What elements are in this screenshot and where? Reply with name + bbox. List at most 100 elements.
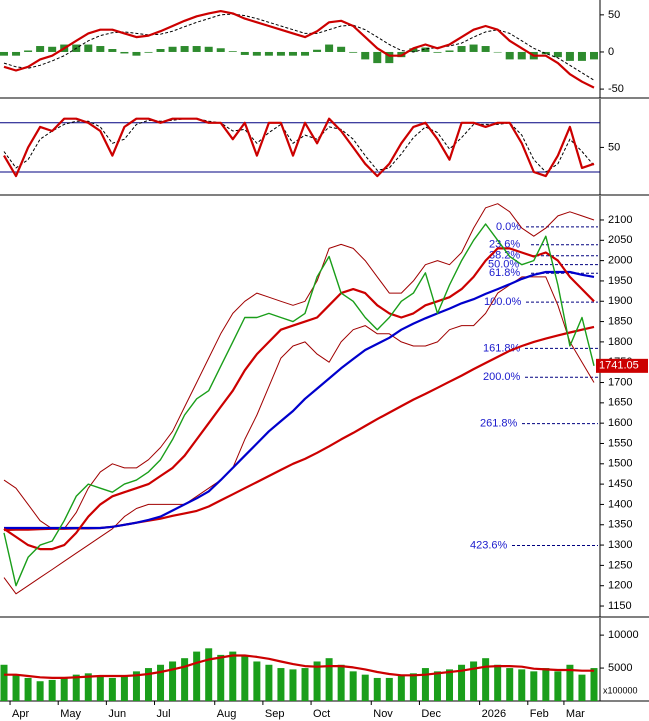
histogram-bar: [264, 51, 273, 56]
histogram-bar: [361, 51, 370, 60]
x-tick-label: Jul: [157, 708, 171, 720]
histogram-bar: [301, 51, 310, 56]
volume-bar: [494, 664, 502, 701]
volume-bar: [193, 651, 201, 701]
y-tick-label: 1950: [608, 275, 632, 287]
price-line: [3, 223, 595, 587]
y-tick-label: 1350: [608, 519, 632, 531]
volume-bar: [446, 669, 454, 701]
histogram-bar: [421, 47, 430, 52]
last-price-box: [596, 358, 648, 373]
x-tick-label: Nov: [373, 708, 393, 720]
histogram-bar: [288, 51, 297, 56]
histogram-bar: [228, 51, 237, 52]
histogram-bar: [168, 46, 177, 52]
histogram-bar: [505, 51, 514, 60]
x-tick-label: May: [60, 708, 81, 720]
histogram-bar: [216, 48, 225, 52]
fib-label: 50.0%: [488, 259, 519, 271]
y-tick-label: 0: [608, 46, 614, 58]
histogram-bar: [84, 44, 93, 52]
y-tick-label: 1150: [608, 600, 632, 612]
histogram-bar: [120, 51, 129, 54]
x-tick-label: Mar: [566, 708, 585, 720]
y-tick-label: 2000: [608, 255, 632, 267]
volume-bar: [482, 658, 490, 701]
volume-bar: [590, 668, 598, 701]
volume-bar: [458, 664, 466, 701]
y-tick-label: 1300: [608, 539, 632, 551]
y-tick-label: 1500: [608, 458, 632, 470]
indicator-line: [3, 276, 595, 595]
fib-label: 423.6%: [470, 539, 508, 551]
volume-bar: [120, 675, 128, 701]
histogram-bar: [240, 51, 249, 55]
y-tick-label: 5000: [608, 662, 632, 674]
y-tick-label: 1450: [608, 478, 632, 490]
volume-bar: [253, 661, 261, 701]
volume-bar: [205, 648, 213, 701]
histogram-bar: [577, 51, 586, 61]
volume-unit: x100000: [603, 685, 638, 695]
y-tick-label: 1800: [608, 336, 632, 348]
histogram-bar: [132, 51, 141, 56]
y-tick-label: 1250: [608, 559, 632, 571]
volume-bar: [530, 671, 538, 701]
volume-bar: [397, 674, 405, 701]
y-tick-label: 10000: [608, 629, 639, 641]
histogram-bar: [96, 46, 105, 52]
histogram-bar: [0, 51, 8, 56]
volume-bar: [337, 664, 345, 701]
volume-bar: [373, 677, 381, 701]
histogram-bar: [433, 51, 442, 53]
volume-bar: [349, 671, 357, 701]
volume-bar: [72, 674, 80, 701]
x-tick-label: Dec: [421, 708, 441, 720]
histogram-bar: [445, 50, 454, 52]
y-tick-label: 1900: [608, 295, 632, 307]
x-tick-label: Apr: [12, 708, 29, 720]
y-tick-label: 1600: [608, 417, 632, 429]
y-tick-label: 1400: [608, 498, 632, 510]
indicator-line: [3, 13, 595, 81]
volume-bar: [433, 671, 441, 701]
histogram-bar: [180, 46, 189, 52]
histogram-bar: [108, 49, 117, 52]
y-tick-label: 50: [608, 141, 620, 153]
volume-bar: [36, 681, 44, 701]
volume-bar: [144, 668, 152, 701]
y-tick-label: 1550: [608, 437, 632, 449]
histogram-bar: [373, 51, 382, 64]
histogram-bar: [252, 51, 261, 56]
y-tick-label: 1700: [608, 376, 632, 388]
volume-bar: [48, 679, 56, 701]
volume-bar: [132, 671, 140, 701]
volume-bar: [542, 668, 550, 701]
volume-bar: [506, 668, 514, 701]
indicator-line: [3, 247, 595, 551]
histogram-bar: [276, 51, 285, 56]
indicator-line: [4, 270, 595, 530]
histogram-bar: [24, 50, 33, 52]
x-tick-label: Feb: [530, 708, 549, 720]
histogram-bar: [325, 44, 334, 52]
histogram-bar: [385, 51, 394, 64]
histogram-bar: [553, 51, 562, 58]
histogram-bar: [192, 46, 201, 52]
volume-bar: [181, 658, 189, 701]
volume-bar: [169, 661, 177, 701]
volume-bar: [60, 677, 68, 701]
y-tick-label: 1650: [608, 397, 632, 409]
volume-bar: [24, 677, 32, 701]
volume-bar: [0, 664, 8, 701]
x-tick-label: Jun: [108, 708, 126, 720]
fib-label: 23.6%: [489, 239, 520, 251]
histogram-bar: [12, 51, 21, 56]
histogram-bar: [313, 49, 322, 52]
volume-bar: [578, 674, 586, 701]
x-tick-label: Aug: [217, 708, 237, 720]
histogram-bar: [590, 51, 598, 60]
histogram-bar: [565, 51, 574, 61]
volume-bar: [84, 673, 92, 701]
x-tick-label: Sep: [265, 708, 285, 720]
